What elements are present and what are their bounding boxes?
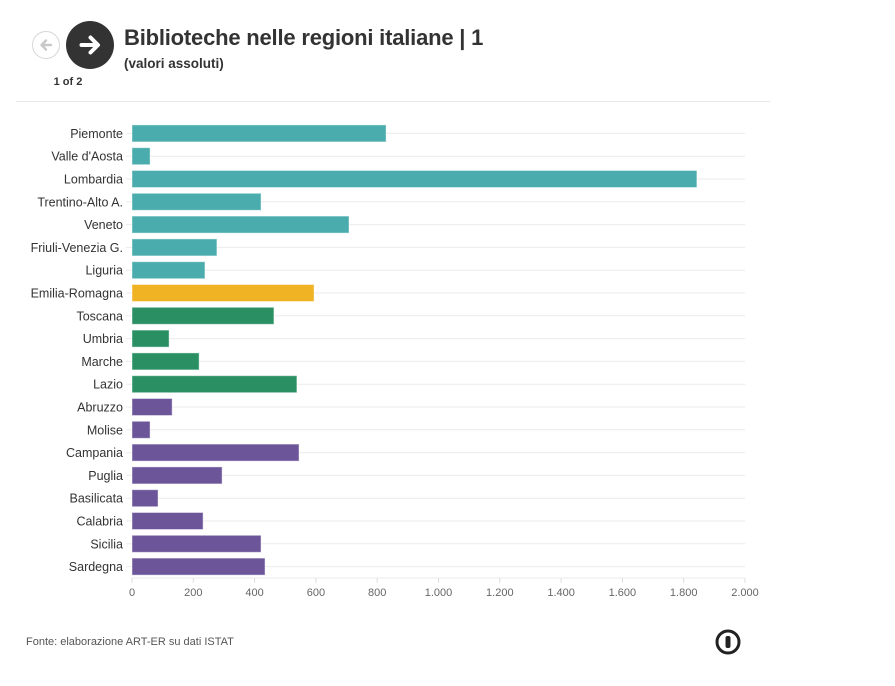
flourish-logo-icon[interactable] — [715, 629, 741, 655]
bar-sardegna[interactable] — [131, 557, 266, 576]
bar-piemonte[interactable] — [131, 124, 387, 143]
bar-trentino-alto-a[interactable] — [131, 192, 262, 211]
bar-puglia[interactable] — [131, 466, 223, 485]
x-tick-label: 600 — [307, 587, 325, 599]
gridlines — [126, 132, 745, 568]
x-tick-label: 1.200 — [486, 587, 514, 599]
previous-slide-button[interactable] — [32, 31, 60, 59]
x-tick-label: 1.000 — [425, 587, 453, 599]
category-label: Piemonte — [70, 127, 123, 141]
category-label: Calabria — [76, 515, 123, 529]
x-tick-label: 800 — [368, 587, 386, 599]
x-tick-label: 2.000 — [731, 587, 759, 599]
x-tick-label: 0 — [129, 587, 135, 599]
category-label: Valle d'Aosta — [51, 150, 123, 164]
category-label: Umbria — [83, 332, 123, 346]
bar-basilicata[interactable] — [131, 489, 159, 508]
category-label: Sicilia — [90, 537, 123, 551]
category-label: Trentino-Alto A. — [37, 195, 123, 209]
x-tick-label: 1.800 — [670, 587, 698, 599]
category-label: Sardegna — [69, 560, 123, 574]
category-label: Molise — [87, 423, 123, 437]
x-tick-label: 1.400 — [547, 587, 575, 599]
x-tick-label: 1.600 — [609, 587, 637, 599]
bar-liguria[interactable] — [131, 261, 206, 280]
category-label: Veneto — [84, 218, 123, 232]
arrow-right-icon — [79, 35, 100, 55]
x-tick-label: 200 — [184, 587, 202, 599]
bars — [131, 124, 698, 576]
category-label: Abruzzo — [77, 401, 123, 415]
bar-valle-d-aosta[interactable] — [131, 147, 151, 166]
arrow-left-icon — [40, 39, 53, 51]
category-label: Lombardia — [64, 173, 123, 187]
bar-abruzzo[interactable] — [131, 398, 173, 416]
category-label: Basilicata — [70, 492, 124, 506]
category-label: Campania — [66, 446, 123, 460]
bar-marche[interactable] — [131, 352, 200, 371]
x-tick-label: 400 — [245, 587, 263, 599]
category-label: Liguria — [85, 264, 123, 278]
header-divider — [16, 101, 770, 102]
bar-sicilia[interactable] — [131, 534, 262, 553]
bar-toscana[interactable] — [131, 306, 275, 325]
category-label: Marche — [81, 355, 123, 369]
category-labels: Piemonte Valle d'Aosta Lombardia Trentino-A… — [31, 127, 123, 574]
bar-calabria[interactable] — [131, 512, 204, 530]
bar-molise[interactable] — [131, 420, 151, 439]
source-note: Fonte: elaborazione ART-ER su dati ISTAT — [26, 636, 234, 648]
category-label: Puglia — [88, 469, 123, 483]
x-axis: 0 200 400 600 800 1.000 1.200 1.400 1.600 1.800 2.… — [129, 577, 759, 599]
chart-subtitle: (valori assoluti) — [124, 56, 224, 71]
category-label: Friuli-Venezia G. — [31, 241, 123, 255]
bar-friuli-venezia-g[interactable] — [131, 238, 218, 257]
bar-umbria[interactable] — [131, 329, 170, 348]
next-slide-button[interactable] — [66, 21, 114, 69]
bar-emilia-romagna[interactable] — [131, 284, 315, 302]
slide-counter: 1 of 2 — [53, 76, 83, 88]
chart-title: Biblioteche nelle regioni italiane | 1 — [124, 25, 484, 50]
bar-veneto[interactable] — [131, 215, 350, 234]
bar-lombardia[interactable] — [131, 170, 698, 188]
bar-campania[interactable] — [131, 443, 300, 462]
category-label: Lazio — [93, 378, 123, 392]
category-label: Toscana — [76, 309, 123, 323]
category-label: Emilia-Romagna — [31, 287, 123, 301]
bar-lazio[interactable] — [131, 375, 298, 394]
bar-chart: Piemonte Valle d'Aosta Lombardia Trentino-A… — [31, 124, 759, 599]
